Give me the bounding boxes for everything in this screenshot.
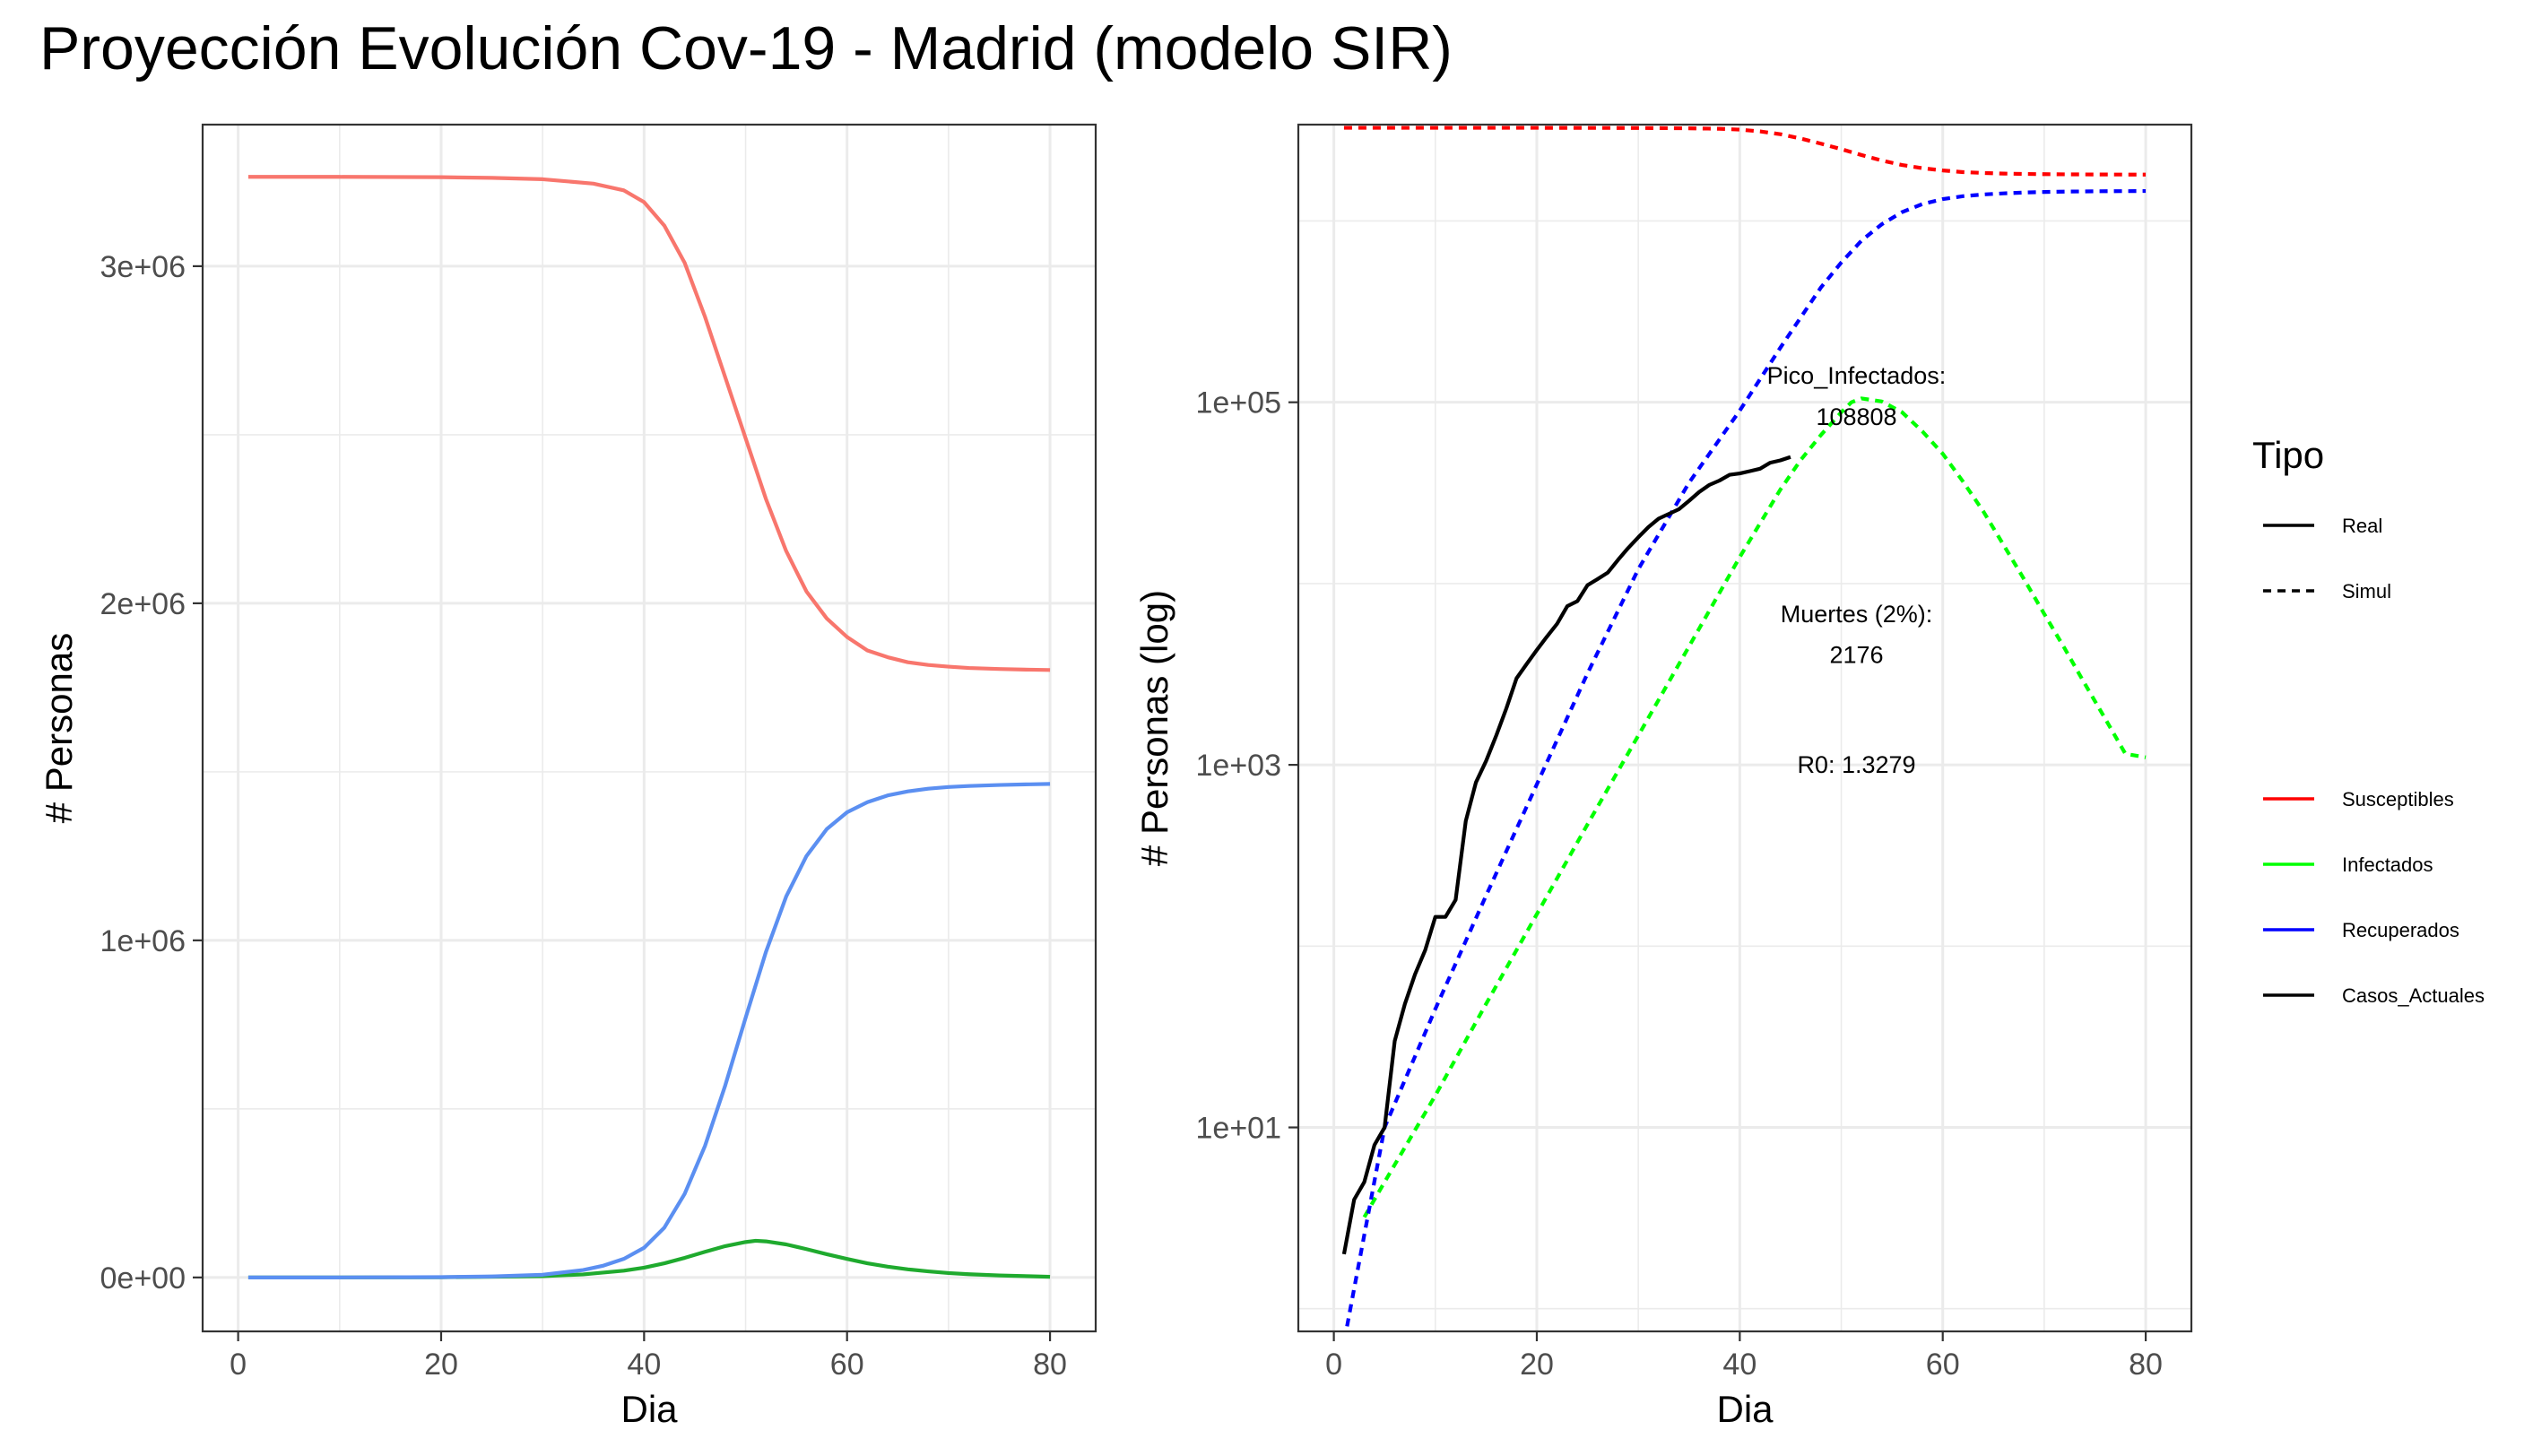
left-y-tick-label: 0e+00 bbox=[100, 1261, 187, 1296]
legend: Tipo Real Simul Susceptibles Infectados Rec… bbox=[2252, 434, 2485, 1007]
right-y-tick-label: 1e+05 bbox=[1196, 386, 1282, 420]
left-series-recuperados bbox=[247, 782, 1051, 1279]
legend-linetype-keys: Real Simul bbox=[2263, 515, 2391, 602]
annotation-pico-label: Pico_Infectados: bbox=[1767, 362, 1947, 389]
right-x-tick-label: 40 bbox=[1722, 1348, 1757, 1382]
right-x-axis-ticks: 0 20 40 60 80 bbox=[1325, 1331, 2163, 1382]
left-y-axis-title: # Personas bbox=[38, 633, 80, 823]
right-y-tick-label: 1e+01 bbox=[1196, 1112, 1282, 1146]
right-series-susceptibles bbox=[1343, 126, 2147, 177]
left-x-axis-title: Dia bbox=[620, 1388, 678, 1430]
right-x-tick-label: 20 bbox=[1520, 1348, 1554, 1382]
right-minor-grid bbox=[1298, 125, 2191, 1331]
right-series-infectados bbox=[1362, 396, 2147, 1218]
right-x-tick-label: 0 bbox=[1325, 1348, 1342, 1382]
left-x-tick-label: 20 bbox=[424, 1348, 458, 1382]
left-x-axis-ticks: 0 20 40 60 80 bbox=[230, 1331, 1067, 1382]
right-panel-background bbox=[1298, 125, 2191, 1331]
left-y-tick-label: 3e+06 bbox=[100, 250, 187, 284]
legend-label-infectados: Infectados bbox=[2342, 854, 2433, 876]
chart-title: Proyección Evolución Cov-19 - Madrid (mo… bbox=[39, 14, 1453, 82]
left-y-tick-label: 1e+06 bbox=[100, 924, 187, 958]
left-y-tick-label: 2e+06 bbox=[100, 587, 187, 621]
right-annotations: Pico_Infectados: 108808 Muertes (2%): 21… bbox=[1767, 362, 1947, 778]
left-x-tick-label: 80 bbox=[1033, 1348, 1067, 1382]
legend-label-susceptibles: Susceptibles bbox=[2342, 788, 2454, 810]
right-y-tick-label: 1e+03 bbox=[1196, 749, 1282, 783]
right-x-tick-label: 80 bbox=[2129, 1348, 2163, 1382]
left-panel-border bbox=[201, 123, 1097, 1333]
right-x-axis-title: Dia bbox=[1716, 1388, 1774, 1430]
left-panel: 0 20 40 60 80 0e+00 1e+06 2e+06 3e+06 Dia # Per… bbox=[38, 123, 1097, 1430]
right-y-axis-title: # Personas (log) bbox=[1133, 590, 1175, 866]
legend-label-real: Real bbox=[2342, 515, 2382, 537]
right-y-axis-ticks: 1e+01 1e+03 1e+05 bbox=[1196, 386, 1298, 1146]
left-x-tick-label: 0 bbox=[230, 1348, 247, 1382]
annotation-muertes-label: Muertes (2%): bbox=[1781, 601, 1933, 628]
left-x-tick-label: 40 bbox=[627, 1348, 661, 1382]
right-major-grid bbox=[1298, 125, 2191, 1331]
right-x-tick-label: 60 bbox=[1926, 1348, 1960, 1382]
right-series-recuperados bbox=[1345, 188, 2147, 1327]
legend-label-simul: Simul bbox=[2342, 580, 2391, 602]
left-series-infectados bbox=[247, 1238, 1051, 1279]
left-panel-background bbox=[203, 125, 1096, 1331]
left-series-lines bbox=[247, 175, 1051, 1279]
legend-color-keys: Susceptibles Infectados Recuperados Casos_A… bbox=[2263, 788, 2485, 1007]
legend-label-recuperados: Recuperados bbox=[2342, 919, 2459, 941]
right-panel: Pico_Infectados: 108808 Muertes (2%): 21… bbox=[1133, 123, 2193, 1430]
left-y-axis-ticks: 0e+00 1e+06 2e+06 3e+06 bbox=[100, 250, 203, 1296]
right-panel-border bbox=[1297, 123, 2193, 1333]
annotation-pico-value: 108808 bbox=[1816, 403, 1896, 430]
right-series-lines bbox=[1341, 126, 2147, 1327]
legend-label-casos-actuales: Casos_Actuales bbox=[2342, 984, 2485, 1007]
left-x-tick-label: 60 bbox=[830, 1348, 864, 1382]
annotation-muertes-value: 2176 bbox=[1829, 641, 1883, 668]
right-series-casos-actuales bbox=[1341, 455, 1791, 1255]
legend-title: Tipo bbox=[2252, 434, 2324, 476]
annotation-r0: R0: 1.3279 bbox=[1797, 751, 1915, 778]
left-minor-grid bbox=[203, 125, 1096, 1331]
left-series-susceptibles bbox=[247, 175, 1051, 672]
